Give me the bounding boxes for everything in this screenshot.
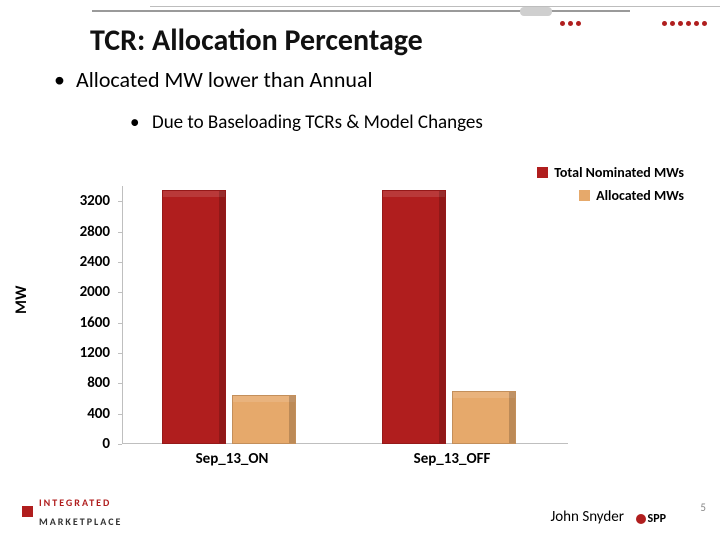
page-title: TCR: Allocation Percentage [90, 22, 423, 59]
footer-logo: INTEGRATED MARKETPLACE [22, 492, 122, 530]
y-tick-label: 800 [60, 374, 110, 392]
y-tick-label: 3200 [60, 192, 110, 210]
bar-allocated [452, 391, 516, 444]
legend-label: Total Nominated MWs [554, 164, 684, 181]
page-number: 5 [700, 501, 706, 514]
header-decoration [0, 0, 720, 20]
y-axis-label: MW [12, 286, 31, 314]
y-tick-label: 2800 [60, 223, 110, 241]
legend-item-allocated: Allocated MWs [537, 187, 684, 204]
bar-group [382, 186, 532, 444]
legend: Total Nominated MWs Allocated MWs [537, 164, 684, 210]
y-tick-label: 2400 [60, 253, 110, 271]
y-tick-label: 0 [60, 435, 110, 453]
category-label: Sep_13_OFF [372, 450, 532, 468]
logo-text-2: MARKETPLACE [39, 515, 122, 528]
author-name: John Snyder [550, 508, 624, 526]
bar-group [162, 186, 312, 444]
header-dots-right [662, 12, 710, 31]
plot-area [122, 186, 568, 444]
y-tick-label: 1200 [60, 344, 110, 362]
spp-text: SPP [648, 512, 666, 526]
header-dots-left [560, 12, 584, 31]
bar-nominated [382, 190, 446, 444]
y-tick-label: 2000 [60, 283, 110, 301]
category-label: Sep_13_ON [152, 450, 312, 468]
logo-text-1: INTEGRATED [39, 496, 111, 509]
y-tick-label: 1600 [60, 314, 110, 332]
bullet-list: Allocated MW lower than Annual Due to Ba… [54, 66, 654, 134]
y-tick-label: 400 [60, 405, 110, 423]
legend-label: Allocated MWs [596, 187, 684, 204]
y-axis-ticks: 3200280024002000160012008004000 [64, 186, 114, 444]
bullet-level1: Allocated MW lower than Annual [54, 66, 654, 93]
bullet-level2: Due to Baseloading TCRs & Model Changes [130, 111, 654, 134]
legend-item-nominated: Total Nominated MWs [537, 164, 684, 181]
bar-allocated [232, 395, 296, 444]
spp-logo: SPP [636, 512, 666, 526]
bar-chart: MW 3200280024002000160012008004000 Total… [30, 186, 690, 486]
bar-nominated [162, 190, 226, 444]
